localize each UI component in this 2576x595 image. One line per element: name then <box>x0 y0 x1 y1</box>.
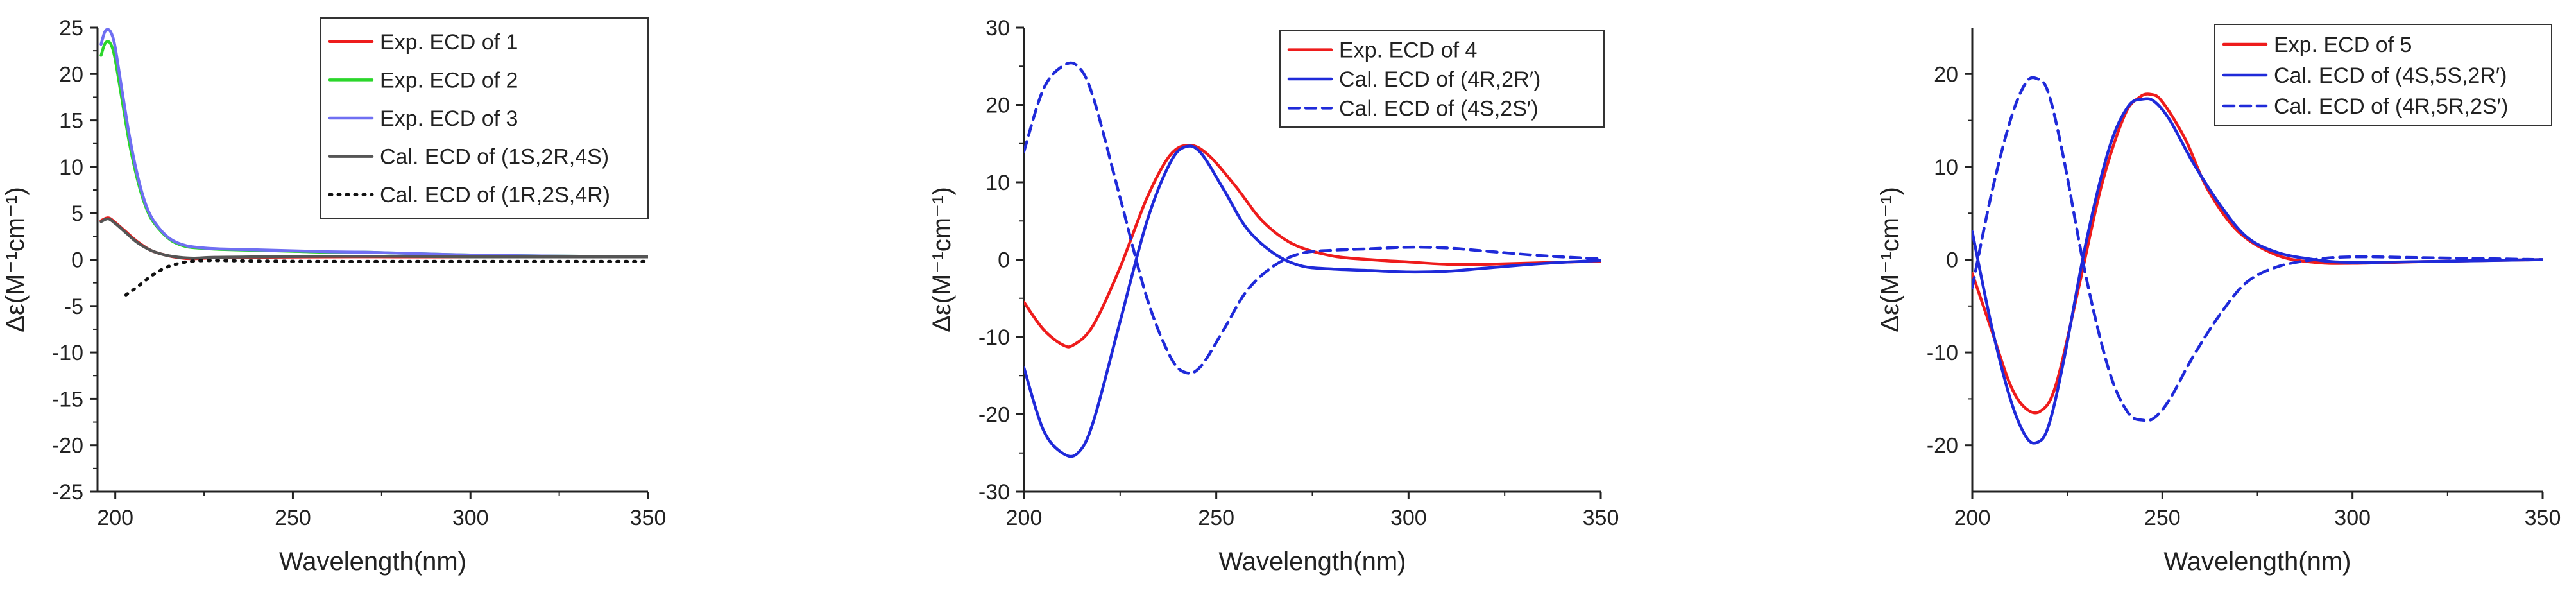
x-tick-label: 250 <box>2144 506 2181 530</box>
y-tick-label: 5 <box>71 202 83 226</box>
series-line-1 <box>1972 92 2543 415</box>
plot-area <box>1024 61 1601 458</box>
y-tick-label: 15 <box>59 109 83 134</box>
legend-label: Exp. ECD of 1 <box>380 30 518 55</box>
chart-2: -30 -20 -10 0 10 20 30 200 250 300 350 Wavelength(n… <box>928 16 1619 576</box>
y-tick-label: 20 <box>59 62 83 87</box>
y-axis-title: Δε(M⁻¹cm⁻¹) <box>1 187 30 332</box>
y-tick-label: -20 <box>1927 434 1958 458</box>
legend-box <box>320 17 649 219</box>
y-tick-label: 0 <box>998 248 1010 273</box>
series-line-3 <box>1972 76 2543 422</box>
y-tick-label: -15 <box>52 387 83 411</box>
x-axis-title: Wavelength(nm) <box>279 548 466 576</box>
series-line-3 <box>99 28 648 259</box>
legend: Exp. ECD of 5 Cal. ECD of (4S,5S,2R′) Cal.… <box>2214 24 2552 126</box>
legend-label: Exp. ECD of 3 <box>380 107 518 131</box>
legend-label: Cal. ECD of (1S,2R,4S) <box>380 145 609 169</box>
y-tick-label: -20 <box>52 434 83 458</box>
x-axis-title: Wavelength(nm) <box>2164 548 2351 576</box>
y-tick-label: 0 <box>1946 248 1958 273</box>
y-tick-label: -20 <box>978 403 1010 427</box>
y-axis-title: Δε(M⁻¹cm⁻¹) <box>928 187 956 332</box>
x-axis-title: Wavelength(nm) <box>1219 548 1406 576</box>
y-tick-label: 20 <box>985 94 1010 118</box>
chart-1: -25 -20 -15 -10 -5 0 5 10 15 20 25 200 250 300 350 Wave… <box>1 16 666 576</box>
series-line-2 <box>1024 144 1601 458</box>
x-tick-label: 350 <box>2525 506 2561 530</box>
x-tick-label: 300 <box>2334 506 2371 530</box>
y-tick-label: 25 <box>59 16 83 40</box>
y-tick-label: -10 <box>978 325 1010 350</box>
series-line-5 <box>124 259 648 297</box>
legend-label: Exp. ECD of 5 <box>2274 33 2412 57</box>
y-tick-label: 10 <box>1934 155 1958 180</box>
plot-area <box>1972 76 2543 445</box>
legend-label: Cal. ECD of (4R,2R′) <box>1339 67 1540 92</box>
chart-3: -20 -10 0 10 20 200 250 300 350 Wavelength(nm) Δε(… <box>1876 24 2561 576</box>
y-tick-label: 0 <box>71 248 83 273</box>
y-tick-label: -10 <box>52 341 83 365</box>
legend: Exp. ECD of 4 Cal. ECD of (4R,2R′) Cal. EC… <box>1279 30 1605 128</box>
legend-label: Exp. ECD of 4 <box>1339 39 1477 63</box>
x-tick-label: 200 <box>97 506 133 530</box>
y-axis-title: Δε(M⁻¹cm⁻¹) <box>1876 187 1904 332</box>
x-tick-label: 250 <box>1198 506 1234 530</box>
y-tick-label: 20 <box>1934 62 1958 87</box>
legend-box <box>2214 24 2552 126</box>
y-tick-label: -10 <box>1927 341 1958 365</box>
legend-label: Cal. ECD of (4S,5S,2R′) <box>2274 64 2507 88</box>
series-line-4 <box>99 217 648 260</box>
legend-label: Exp. ECD of 2 <box>380 68 518 92</box>
y-tick-label: -5 <box>64 295 83 319</box>
legend-label: Cal. ECD of (4S,2S′) <box>1339 96 1539 121</box>
y-tick-label: 10 <box>59 155 83 180</box>
legend-label: Cal. ECD of (1R,2S,4R) <box>380 183 610 207</box>
x-tick-label: 350 <box>1583 506 1619 530</box>
x-tick-label: 300 <box>1390 506 1427 530</box>
x-tick-label: 350 <box>630 506 667 530</box>
series-line-3 <box>1024 61 1601 375</box>
y-tick-label: 30 <box>985 16 1010 40</box>
x-tick-label: 250 <box>275 506 311 530</box>
series-line-1 <box>1024 143 1601 349</box>
legend-label: Cal. ECD of (4R,5R,2S′) <box>2274 94 2508 119</box>
x-tick-label: 200 <box>1006 506 1043 530</box>
x-tick-label: 200 <box>1954 506 1991 530</box>
legend-box <box>1279 30 1605 128</box>
y-tick-label: -30 <box>978 480 1010 504</box>
series-line-2 <box>1972 97 2543 445</box>
plot-area <box>99 28 648 297</box>
x-tick-label: 300 <box>452 506 489 530</box>
legend: Exp. ECD of 1 Exp. ECD of 2 Exp. ECD of 3 C… <box>320 17 649 219</box>
y-tick-label: 10 <box>985 171 1010 195</box>
y-tick-label: -25 <box>52 480 83 504</box>
